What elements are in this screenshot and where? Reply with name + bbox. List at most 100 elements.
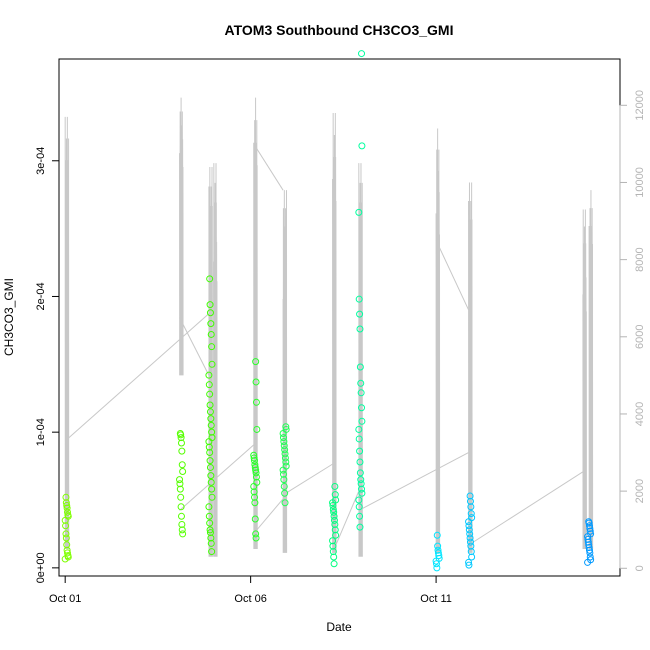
altitude-profile-line: [468, 182, 473, 553]
data-point: [331, 482, 339, 490]
data-point: [251, 499, 259, 507]
data-point: [465, 522, 473, 530]
data-point: [252, 530, 260, 538]
data-point: [279, 434, 287, 442]
data-point: [357, 389, 365, 397]
data-point: [251, 461, 259, 469]
data-point: [330, 512, 338, 520]
data-point: [207, 421, 215, 429]
data-point: [355, 425, 363, 433]
chart-title: ATOM3 Southbound CH3CO3_GMI: [225, 22, 454, 38]
data-point: [434, 549, 442, 557]
y-tick-label: 0e+00: [35, 552, 47, 583]
data-point: [356, 523, 364, 531]
data-point: [465, 558, 473, 566]
data-point: [466, 530, 474, 538]
data-point: [207, 534, 215, 542]
data-point: [176, 430, 184, 438]
data-point: [586, 553, 594, 561]
data-point: [251, 493, 258, 501]
data-point: [358, 50, 366, 58]
data-point: [280, 482, 288, 490]
data-point: [252, 473, 260, 481]
data-point: [250, 454, 258, 462]
data-point: [64, 508, 71, 516]
altitude-connector-line: [332, 490, 360, 554]
data-point: [250, 488, 258, 496]
data-point: [331, 520, 339, 528]
altitude-profile-line: [582, 209, 587, 549]
data-point: [355, 208, 363, 216]
data-point: [206, 408, 214, 416]
data-point: [64, 511, 72, 519]
data-point: [355, 295, 363, 303]
data-point: [63, 501, 71, 509]
data-point: [207, 539, 215, 547]
data-point: [434, 542, 442, 550]
data-point: [207, 478, 215, 486]
data-point: [206, 463, 214, 471]
data-point: [177, 493, 185, 501]
data-point: [253, 425, 261, 433]
data-point: [62, 499, 70, 507]
data-point: [176, 480, 184, 488]
data-point: [466, 492, 474, 500]
altitude-layer: [64, 97, 594, 557]
data-point: [280, 438, 288, 446]
data-point: [358, 417, 366, 425]
data-point: [282, 462, 290, 470]
data-point: [176, 476, 184, 484]
data-point: [434, 546, 442, 554]
data-point: [64, 549, 71, 557]
data-point: [355, 503, 363, 511]
data-point: [252, 398, 260, 406]
data-point: [358, 404, 366, 412]
data-point: [63, 546, 71, 554]
data-point: [207, 415, 215, 423]
data-point: [356, 447, 364, 455]
data-point: [178, 526, 186, 534]
data-point: [587, 530, 595, 538]
altitude-connector-line: [64, 313, 210, 442]
data-point: [357, 379, 365, 387]
data-point: [330, 516, 338, 524]
altitude-connector-line: [253, 143, 284, 191]
data-point: [207, 472, 215, 480]
data-point: [281, 489, 289, 497]
data-point: [280, 476, 288, 484]
data-point: [356, 458, 364, 466]
data-point: [208, 360, 216, 368]
data-point: [208, 343, 216, 351]
y2-tick-label: 12000: [634, 90, 646, 121]
altitude-profile-line: [588, 190, 594, 549]
points-layer: [61, 50, 595, 572]
data-point: [208, 428, 216, 436]
data-point: [62, 530, 70, 538]
data-point: [177, 439, 185, 447]
data-point: [205, 371, 213, 379]
data-point: [205, 503, 213, 511]
data-point: [282, 458, 290, 466]
data-point: [178, 520, 186, 528]
data-point: [252, 358, 260, 366]
data-point: [466, 538, 474, 546]
data-point: [178, 461, 186, 469]
data-point: [468, 553, 476, 561]
y2-tick-label: 8000: [634, 247, 646, 271]
data-point: [281, 499, 289, 507]
x-tick-label: Oct 06: [234, 593, 266, 605]
y2-tick-label: 4000: [634, 402, 646, 426]
data-point: [206, 390, 214, 398]
data-point: [355, 496, 363, 504]
data-point: [585, 522, 593, 530]
data-point: [330, 553, 338, 561]
data-point: [356, 469, 364, 477]
altitude-profile-line: [179, 97, 184, 376]
data-point: [206, 275, 214, 283]
altitude-profile-line: [332, 113, 337, 553]
data-point: [356, 310, 364, 318]
data-point: [206, 519, 214, 527]
y-tick-label: 3e-04: [35, 147, 47, 175]
data-point: [329, 501, 337, 509]
data-point: [329, 548, 337, 556]
